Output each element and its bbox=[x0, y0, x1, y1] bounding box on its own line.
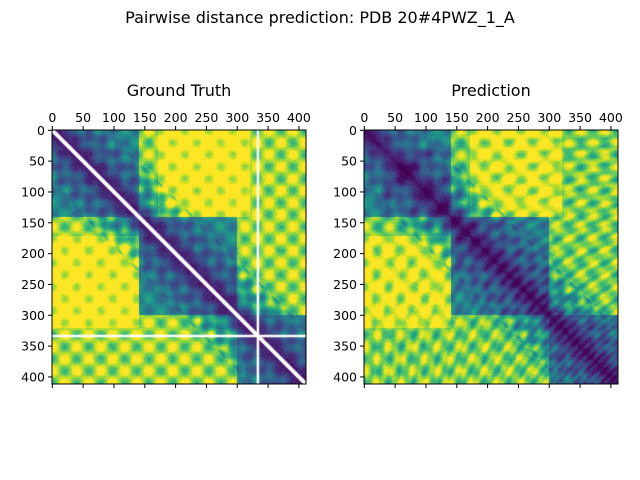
y-tick-label: 400 bbox=[333, 369, 357, 384]
ground-truth-title: Ground Truth bbox=[126, 81, 232, 100]
x-tick-label: 200 bbox=[164, 110, 188, 125]
x-tick-label: 200 bbox=[476, 110, 500, 125]
x-tick-label: 150 bbox=[133, 110, 157, 125]
x-tick-label: 300 bbox=[537, 110, 561, 125]
x-tick-label: 50 bbox=[75, 110, 91, 125]
axes-frame bbox=[51, 129, 307, 385]
y-tick-label: 0 bbox=[37, 123, 45, 138]
y-tick-label: 300 bbox=[333, 308, 357, 323]
x-tick-label: 150 bbox=[445, 110, 469, 125]
x-tick-label: 300 bbox=[225, 110, 249, 125]
x-tick-label: 400 bbox=[287, 110, 311, 125]
y-tick-label: 250 bbox=[333, 277, 357, 292]
x-tick-label: 100 bbox=[102, 110, 126, 125]
x-tick-label: 50 bbox=[387, 110, 403, 125]
y-tick-label: 200 bbox=[21, 246, 45, 261]
y-tick-label: 250 bbox=[21, 277, 45, 292]
y-tick-label: 150 bbox=[21, 215, 45, 230]
y-tick-label: 400 bbox=[21, 369, 45, 384]
x-tick-label: 0 bbox=[48, 110, 56, 125]
x-tick-label: 350 bbox=[568, 110, 592, 125]
y-tick-label: 0 bbox=[349, 123, 357, 138]
y-tick-label: 100 bbox=[333, 184, 357, 199]
ground-truth-heatmap bbox=[52, 130, 306, 384]
y-tick-label: 300 bbox=[21, 308, 45, 323]
y-tick-label: 200 bbox=[333, 246, 357, 261]
x-tick-label: 400 bbox=[599, 110, 623, 125]
y-tick-label: 150 bbox=[333, 215, 357, 230]
figure-suptitle: Pairwise distance prediction: PDB 20#4PW… bbox=[125, 8, 515, 27]
y-tick-label: 50 bbox=[341, 154, 357, 169]
prediction-heatmap bbox=[364, 130, 618, 384]
x-tick-label: 250 bbox=[195, 110, 219, 125]
x-tick-label: 100 bbox=[414, 110, 438, 125]
y-tick-label: 50 bbox=[29, 154, 45, 169]
prediction-title: Prediction bbox=[451, 81, 531, 100]
y-tick-label: 100 bbox=[21, 184, 45, 199]
y-tick-label: 350 bbox=[21, 339, 45, 354]
axes-frame bbox=[363, 129, 619, 385]
x-tick-label: 350 bbox=[256, 110, 280, 125]
x-tick-label: 250 bbox=[507, 110, 531, 125]
y-tick-label: 350 bbox=[333, 339, 357, 354]
x-tick-label: 0 bbox=[360, 110, 368, 125]
